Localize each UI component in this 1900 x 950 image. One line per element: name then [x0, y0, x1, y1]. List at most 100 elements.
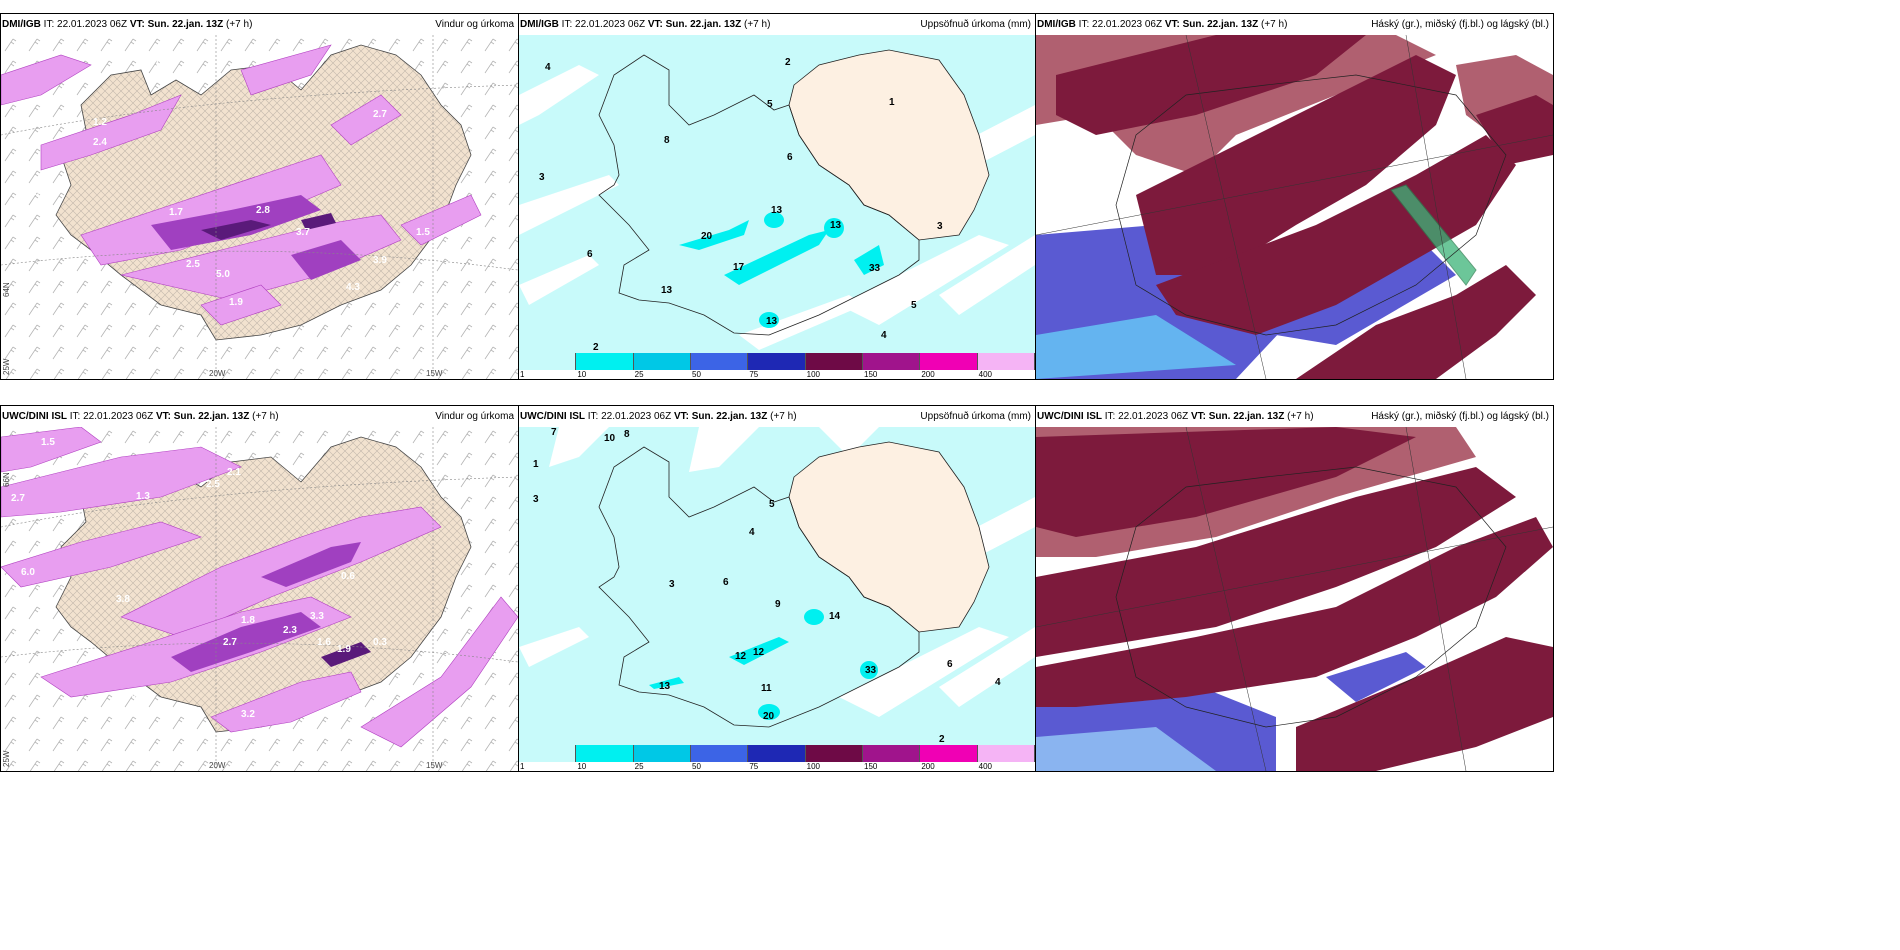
precip-label: 4 [545, 62, 551, 73]
colorbar-tick: 400 [978, 762, 993, 771]
wind-label: 3.8 [116, 594, 130, 605]
cloud-map [1036, 427, 1553, 771]
panel-dmi-wind: DMI/IGB IT: 22.01.2023 06Z VT: Sun. 22.j… [0, 13, 519, 380]
cloud-map [1036, 35, 1553, 379]
precip-label: 8 [664, 135, 670, 146]
wind-label: 1.9 [337, 644, 351, 655]
colorbar-tick: 100 [806, 370, 821, 379]
wind-label: 0.6 [341, 571, 355, 582]
colorbar-tick: 200 [921, 370, 935, 379]
precip-map: 7 10 8 3 1 5 4 6 9 12 12 11 14 13 33 20 … [519, 427, 1035, 745]
colorbar-segment [863, 353, 921, 370]
precip-label: 4 [881, 330, 887, 341]
lat-label: 66N [2, 472, 11, 487]
wind-label: 0.3 [373, 637, 387, 648]
wind-label: 3.2 [241, 709, 255, 720]
precip-label: 3 [937, 221, 943, 232]
lon-label: 25W [2, 750, 11, 767]
wind-label: 5.0 [216, 269, 230, 280]
colorbar-tick: 50 [692, 370, 701, 379]
precip-label: 14 [829, 611, 841, 622]
precip-label: 8 [624, 429, 630, 440]
colorbar-segment [920, 353, 978, 370]
colorbar-tick: 150 [864, 370, 878, 379]
panel-uwc-precip: UWC/DINI ISL IT: 22.01.2023 06Z VT: Sun.… [518, 405, 1036, 772]
precip-label: 13 [659, 681, 671, 692]
precip-label: 13 [661, 285, 673, 296]
lon-label: 20W [209, 369, 226, 378]
wind-label: 1.5 [416, 227, 430, 238]
wind-label: 3.5 [131, 689, 145, 700]
panel-uwc-wind: UWC/DINI ISL IT: 22.01.2023 06Z VT: Sun.… [0, 405, 519, 772]
wind-precip-map: 1.5 2.7 6.0 1.3 2.5 2.1 1.8 2.3 3.3 2.7 … [1, 427, 518, 771]
wind-label: 2.7 [223, 637, 237, 648]
panel-title: DMI/IGB IT: 22.01.2023 06Z VT: Sun. 22.j… [520, 19, 1031, 30]
precip-label: 7 [551, 427, 557, 438]
panel-title: UWC/DINI ISL IT: 22.01.2023 06Z VT: Sun.… [2, 411, 514, 422]
precip-label: 12 [753, 647, 765, 658]
wind-label: 0.5 [156, 59, 170, 70]
colorbar-segment [633, 745, 691, 762]
colorbar-tick: 400 [978, 370, 993, 379]
precip-label: 4 [749, 527, 755, 538]
wind-label: 2.3 [283, 625, 297, 636]
precip-label: 2 [593, 342, 599, 353]
precip-label: 9 [775, 599, 781, 610]
wind-label: 2.8 [256, 205, 270, 216]
wind-label: 1.5 [41, 437, 55, 448]
colorbar-tick: 25 [634, 762, 644, 771]
precip-label: 33 [869, 263, 881, 274]
precip-label: 20 [701, 231, 713, 242]
precip-label: 12 [735, 651, 747, 662]
precip-label: 6 [787, 152, 793, 163]
colorbar-tick: 25 [634, 370, 644, 379]
wind-label: 3.9 [373, 255, 387, 266]
colorbar-tick: 50 [692, 762, 701, 771]
colorbar-segment [691, 353, 749, 370]
precip-label: 13 [771, 205, 783, 216]
wind-label: 1.7 [169, 207, 183, 218]
precip-label: 5 [767, 99, 773, 110]
lat-label: 64N [2, 282, 11, 297]
lon-label: 15W [426, 369, 443, 378]
colorbar-segment [519, 745, 577, 762]
wind-label: 6.0 [21, 567, 35, 578]
colorbar-segment [691, 745, 749, 762]
colorbar-tick: 75 [749, 762, 759, 771]
panel-title: UWC/DINI ISL IT: 22.01.2023 06Z VT: Sun.… [520, 411, 1031, 422]
colorbar-tick: 200 [921, 762, 935, 771]
colorbar-segment [920, 745, 978, 762]
colorbar-tick: 1 [520, 762, 525, 771]
wind-label: 1.6 [317, 637, 331, 648]
precip-label: 6 [723, 577, 729, 588]
colorbar-segment [748, 745, 806, 762]
precip-label: 6 [587, 249, 593, 260]
colorbar-tick: 150 [864, 762, 878, 771]
panel-dmi-precip: DMI/IGB IT: 22.01.2023 06Z VT: Sun. 22.j… [518, 13, 1036, 380]
wind-label: 2.4 [93, 137, 107, 148]
wind-label: 3.7 [296, 227, 310, 238]
colorbar-tick: 100 [806, 762, 821, 771]
precip-label: 13 [830, 220, 842, 231]
wind-label: 2.7 [11, 493, 25, 504]
lon-label: 20W [209, 761, 226, 770]
wind-label: 2.5 [206, 479, 220, 490]
precip-label: 1 [533, 459, 539, 470]
precip-label: 17 [733, 262, 745, 273]
colorbar-tick: 75 [749, 370, 759, 379]
panel-uwc-clouds: UWC/DINI ISL IT: 22.01.2023 06Z VT: Sun.… [1035, 405, 1554, 772]
colorbar-segment [863, 745, 921, 762]
precip-label: 1 [889, 97, 895, 108]
panel-title: UWC/DINI ISL IT: 22.01.2023 06Z VT: Sun.… [1037, 411, 1549, 422]
precip-label: 5 [911, 300, 917, 311]
precip-label: 5 [769, 499, 775, 510]
precip-label: 20 [763, 711, 775, 722]
colorbar: 1 10 25 50 75 100 150 200 400 [519, 745, 1035, 771]
colorbar-segment [977, 745, 1035, 762]
precip-map: 4 3 2 1 5 6 8 6 13 20 17 13 13 33 3 5 4 … [519, 35, 1035, 353]
colorbar: 1 10 25 50 75 100 150 200 400 [519, 353, 1035, 379]
wind-label: 2.5 [186, 259, 200, 270]
precip-label: 33 [865, 665, 877, 676]
wind-label: 1.3 [136, 491, 150, 502]
wind-label: 2.7 [373, 109, 387, 120]
